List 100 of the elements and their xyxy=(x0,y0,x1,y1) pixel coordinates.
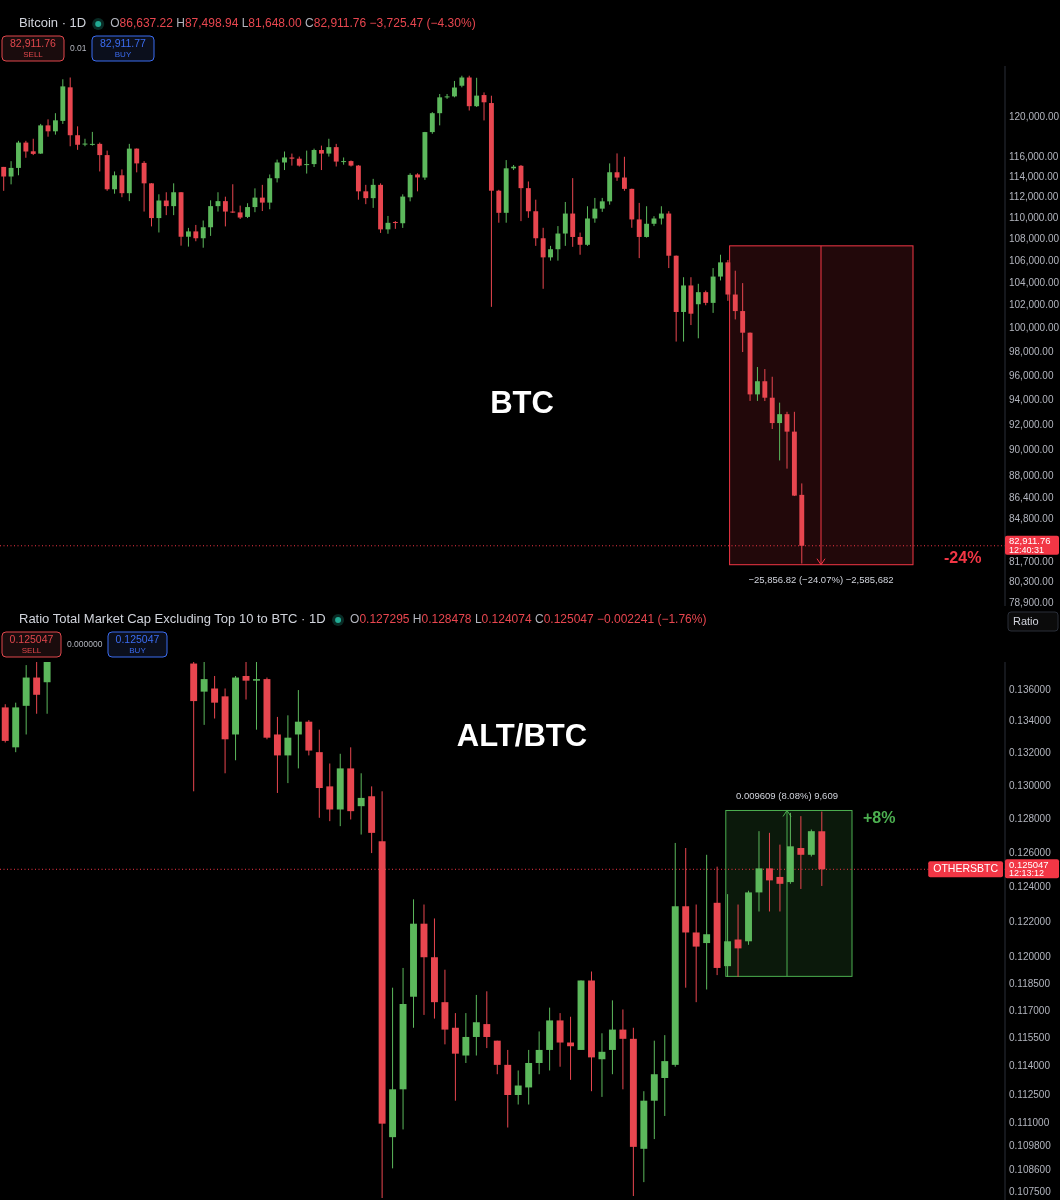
text: 0.01 xyxy=(70,43,87,54)
candlestick xyxy=(514,1069,522,1106)
y-tick-label: 0.124000 xyxy=(1009,880,1052,892)
candlestick xyxy=(577,232,583,256)
candlestick xyxy=(415,172,420,192)
candlestick xyxy=(97,142,103,172)
candlestick xyxy=(253,661,260,731)
chart-subtitle: O86,637.22 H87,498.94 L81,648.00 C82,911.76 −3,725.47 (−4.30%) xyxy=(110,16,476,31)
y-tick-label: 112,000.00 xyxy=(1009,191,1059,203)
y-tick-label: 0.132000 xyxy=(1009,747,1052,759)
candlestick xyxy=(598,1032,606,1098)
buy-button: 82,911.77 BUY xyxy=(91,35,155,62)
y-tick-label: 0.111000 xyxy=(1009,1117,1050,1129)
y-tick-label: 0.130000 xyxy=(1009,780,1052,792)
candlestick xyxy=(304,150,310,175)
y-tick-label: 80,300.00 xyxy=(1009,576,1054,588)
candlestick xyxy=(621,156,627,192)
y-tick-label: 90,000.00 xyxy=(1009,444,1054,456)
candlestick xyxy=(429,111,435,135)
candlestick xyxy=(141,160,147,213)
candlestick xyxy=(644,205,650,239)
candlestick xyxy=(755,366,760,402)
candlestick xyxy=(661,1034,669,1117)
candlestick xyxy=(762,368,768,402)
ref-line-label: 82,911.76 xyxy=(1009,535,1051,547)
candlestick xyxy=(556,1012,564,1068)
y-tick-label: 0.117000 xyxy=(1009,1004,1051,1016)
y-tick-label: 0.112500 xyxy=(1009,1088,1051,1100)
y-tick-label: 0.122000 xyxy=(1009,915,1052,927)
candlestick xyxy=(807,829,815,857)
candlestick xyxy=(274,159,280,183)
text: 0.000000 xyxy=(67,639,103,650)
candlestick xyxy=(444,93,450,100)
candlestick xyxy=(703,854,711,990)
symbol-tag: OTHERSBTC xyxy=(928,861,1003,878)
candlestick xyxy=(437,93,443,126)
candlestick xyxy=(614,152,620,182)
candlestick xyxy=(333,143,339,167)
candlestick xyxy=(525,181,531,219)
candlestick xyxy=(259,184,265,212)
annotation: -24% xyxy=(944,548,982,566)
y-tick-label: 106,000.00 xyxy=(1009,254,1060,266)
candlestick xyxy=(636,202,642,259)
candlestick xyxy=(718,254,723,281)
candlestick xyxy=(766,832,773,912)
candlestick xyxy=(326,763,334,822)
candlestick xyxy=(562,201,568,247)
candlestick xyxy=(200,219,206,249)
candlestick xyxy=(740,282,746,353)
candlestick xyxy=(496,189,502,224)
y-tick-label: 0.108600 xyxy=(1009,1163,1052,1175)
candlestick xyxy=(43,661,51,715)
annotation: BTC xyxy=(490,385,554,421)
y-tick-label: 0.109800 xyxy=(1009,1140,1052,1152)
ref-line-label: 0.125047 xyxy=(1009,858,1049,870)
candlestick xyxy=(222,196,228,227)
candlestick xyxy=(608,999,616,1075)
candlestick xyxy=(200,661,208,726)
candlestick xyxy=(370,178,376,209)
chart-subtitle: O0.127295 H0.128478 L0.124074 C0.125047 −0.002241 (−1.76%) xyxy=(350,612,707,627)
candlestick xyxy=(732,270,738,320)
y-tick-label: 0.115500 xyxy=(1009,1032,1051,1044)
y-tick-label: 98,000.00 xyxy=(1009,345,1054,357)
candlestick xyxy=(211,675,219,720)
y-tick-label: 78,900.00 xyxy=(1009,596,1054,608)
chart-title: Bitcoin · 1D xyxy=(19,15,87,31)
candlestick xyxy=(535,1030,543,1075)
candlestick xyxy=(570,177,576,248)
candlestick xyxy=(692,904,700,1003)
candlestick xyxy=(695,283,701,339)
y-tick-label: 104,000.00 xyxy=(1009,276,1060,288)
candlestick xyxy=(483,990,491,1049)
candlestick xyxy=(8,160,14,185)
candlestick xyxy=(119,168,125,198)
candlestick xyxy=(474,77,480,108)
candlestick xyxy=(540,227,546,290)
band-label: 0.009609 (8.08%) 9,609 xyxy=(736,790,838,801)
candlestick xyxy=(619,1008,627,1090)
candlestick xyxy=(89,131,95,147)
buy-button: 0.125047 BUY xyxy=(107,631,168,658)
y-tick-label: 81,700.00 xyxy=(1009,556,1054,568)
annotation: OTHERSBTC xyxy=(933,862,999,875)
candlestick xyxy=(777,402,783,461)
y-tick-label: 0.136000 xyxy=(1009,683,1052,695)
sell-button: 0.125047 SELL xyxy=(1,631,62,658)
candlestick xyxy=(273,716,281,794)
candlestick xyxy=(75,125,81,151)
y-tick-label: 0.120000 xyxy=(1009,950,1052,962)
y-tick-label: 110,000.00 xyxy=(1009,212,1059,224)
candlestick xyxy=(319,145,324,171)
candlestick xyxy=(23,140,29,159)
y-tick-label: 0.128000 xyxy=(1009,813,1052,825)
candlestick xyxy=(357,772,365,836)
candlestick xyxy=(776,844,784,912)
y-tick-label: 120,000.00 xyxy=(1009,111,1060,123)
candlestick xyxy=(282,151,287,171)
candlestick xyxy=(208,199,214,237)
y-tick-label: 94,000.00 xyxy=(1009,394,1054,406)
annotation: ALT/BTC xyxy=(456,718,588,754)
candlestick xyxy=(472,994,480,1057)
